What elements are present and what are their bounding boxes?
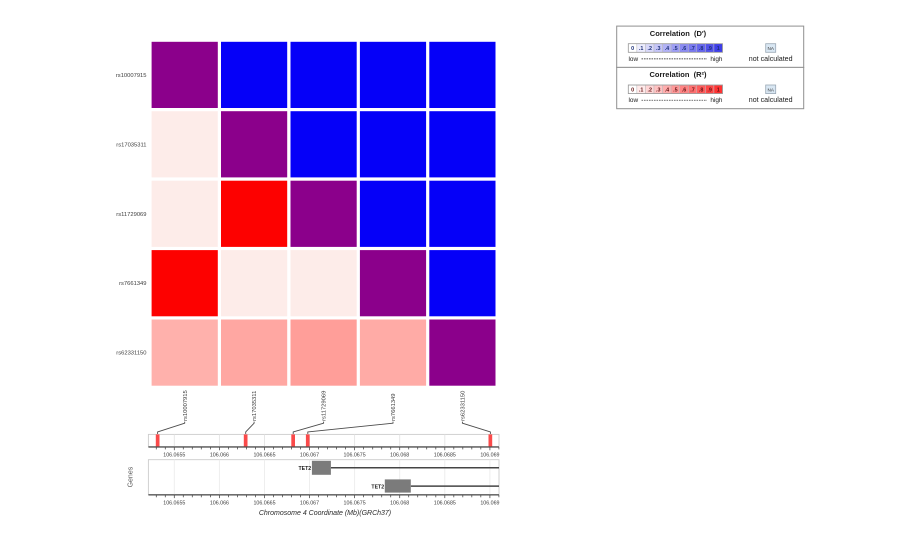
svg-text:106.0675: 106.0675 [344,501,366,507]
svg-text:.4: .4 [665,88,670,94]
svg-text:106.0675: 106.0675 [344,453,366,459]
svg-text:not calculated: not calculated [749,55,793,63]
svg-text:.8: .8 [699,88,704,94]
svg-text:.9: .9 [707,88,712,94]
svg-text:rs10007915: rs10007915 [183,390,189,421]
svg-text:1: 1 [717,88,720,94]
svg-text:rs7661349: rs7661349 [119,281,146,287]
svg-text:106.069: 106.069 [480,501,499,507]
svg-text:high: high [710,97,723,104]
svg-text:rs62331150: rs62331150 [461,391,467,421]
svg-text:.1: .1 [639,46,644,52]
svg-text:NA: NA [768,87,775,92]
svg-text:rs11729069: rs11729069 [322,391,328,421]
svg-text:106.0685: 106.0685 [434,453,456,459]
svg-text:106.068: 106.068 [390,453,409,459]
svg-text:106.067: 106.067 [300,501,319,507]
svg-text:0: 0 [631,88,634,94]
svg-text:.9: .9 [707,46,712,52]
svg-text:not calculated: not calculated [749,96,793,104]
svg-text:rs17035311: rs17035311 [252,391,258,421]
svg-text:106.066: 106.066 [210,453,229,459]
svg-text:TET2: TET2 [371,484,384,490]
svg-text:TET2: TET2 [299,466,312,472]
svg-text:.3: .3 [656,88,661,94]
svg-text:Correlation (R²): Correlation (R²) [649,70,707,79]
svg-text:.5: .5 [673,46,678,52]
svg-text:.6: .6 [682,46,687,52]
svg-text:.2: .2 [647,46,652,52]
svg-text:106.069: 106.069 [480,453,499,459]
svg-text:low: low [629,97,639,104]
svg-text:0: 0 [631,46,634,52]
svg-text:.5: .5 [673,88,678,94]
svg-text:Chromosome 4 Coordinate (Mb)(G: Chromosome 4 Coordinate (Mb)(GRCh37) [259,510,391,517]
svg-text:106.0665: 106.0665 [253,453,275,459]
svg-text:NA: NA [768,46,775,51]
svg-text:rs62331150: rs62331150 [116,351,146,357]
svg-text:106.0685: 106.0685 [434,501,456,507]
svg-text:.8: .8 [699,46,704,52]
svg-text:106.0655: 106.0655 [163,501,185,507]
svg-text:rs7661349: rs7661349 [391,393,397,420]
svg-text:high: high [710,56,723,63]
svg-text:low: low [629,56,639,63]
svg-text:106.066: 106.066 [210,501,229,507]
svg-text:.6: .6 [682,88,687,94]
svg-text:106.0655: 106.0655 [163,453,185,459]
svg-text:rs17035311: rs17035311 [116,142,146,148]
svg-text:Correlation (D′): Correlation (D′) [650,29,707,38]
svg-text:.7: .7 [690,46,695,52]
svg-text:.4: .4 [665,46,670,52]
svg-text:.7: .7 [690,88,695,94]
svg-text:Genes: Genes [128,466,135,487]
svg-text:1: 1 [717,46,720,52]
svg-text:106.068: 106.068 [390,501,409,507]
svg-text:rs10007915: rs10007915 [116,73,147,79]
svg-text:.1: .1 [639,88,644,94]
svg-text:.2: .2 [647,88,652,94]
svg-text:.3: .3 [656,46,661,52]
svg-text:rs11729069: rs11729069 [116,212,146,218]
svg-text:106.0665: 106.0665 [253,501,275,507]
svg-text:106.067: 106.067 [300,453,319,459]
